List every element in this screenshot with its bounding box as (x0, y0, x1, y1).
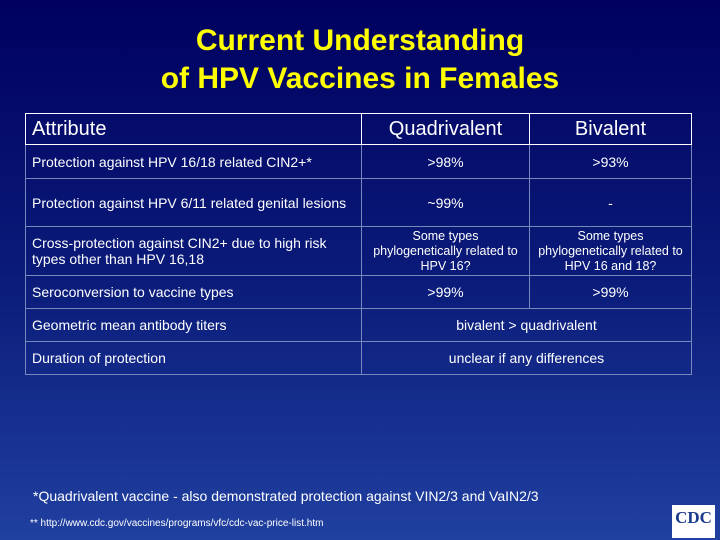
cell: Some types phylogenetically related to H… (529, 226, 692, 276)
title-line: of HPV Vaccines in Females (160, 62, 560, 95)
footnote: *Quadrivalent vaccine - also demonstrate… (33, 488, 539, 504)
cell: >93% (529, 144, 692, 179)
header-cell: Quadrivalent (361, 113, 530, 145)
merged-cell: bivalent > quadrivalent (361, 308, 692, 342)
cell: ~99% (361, 178, 530, 227)
row: Protection against HPV 6/11 related geni… (25, 178, 692, 227)
cell: Protection against HPV 6/11 related geni… (25, 178, 362, 227)
row: Duration of protection unclear if any di… (25, 341, 692, 375)
footnote: ** http://www.cdc.gov/vaccines/programs/… (30, 518, 324, 529)
header-cell: Attribute (25, 113, 362, 145)
cell: >99% (529, 275, 692, 309)
cell: Some types phylogenetically related to H… (361, 226, 530, 276)
cell: Cross-protection against CIN2+ due to hi… (25, 226, 362, 276)
cell: >98% (361, 144, 530, 179)
cell: Duration of protection (25, 341, 362, 375)
cell: Geometric mean antibody titers (25, 308, 362, 342)
header-row: Attribute Quadrivalent Bivalent (25, 113, 692, 145)
cell: - (529, 178, 692, 227)
cell: Seroconversion to vaccine types (25, 275, 362, 309)
row: Cross-protection against CIN2+ due to hi… (25, 226, 692, 276)
title-line: Current Understanding (195, 24, 525, 57)
row: Geometric mean antibody titers bivalent … (25, 308, 692, 342)
row: Protection against HPV 16/18 related CIN… (25, 144, 692, 179)
cell: Protection against HPV 16/18 related CIN… (25, 144, 362, 179)
logo: CDC (672, 505, 715, 538)
comparison-table: Attribute Quadrivalent Bivalent Protecti… (25, 113, 692, 375)
merged-cell: unclear if any differences (361, 341, 692, 375)
header-cell: Bivalent (529, 113, 692, 145)
cell: >99% (361, 275, 530, 309)
row: Seroconversion to vaccine types >99% >99… (25, 275, 692, 309)
